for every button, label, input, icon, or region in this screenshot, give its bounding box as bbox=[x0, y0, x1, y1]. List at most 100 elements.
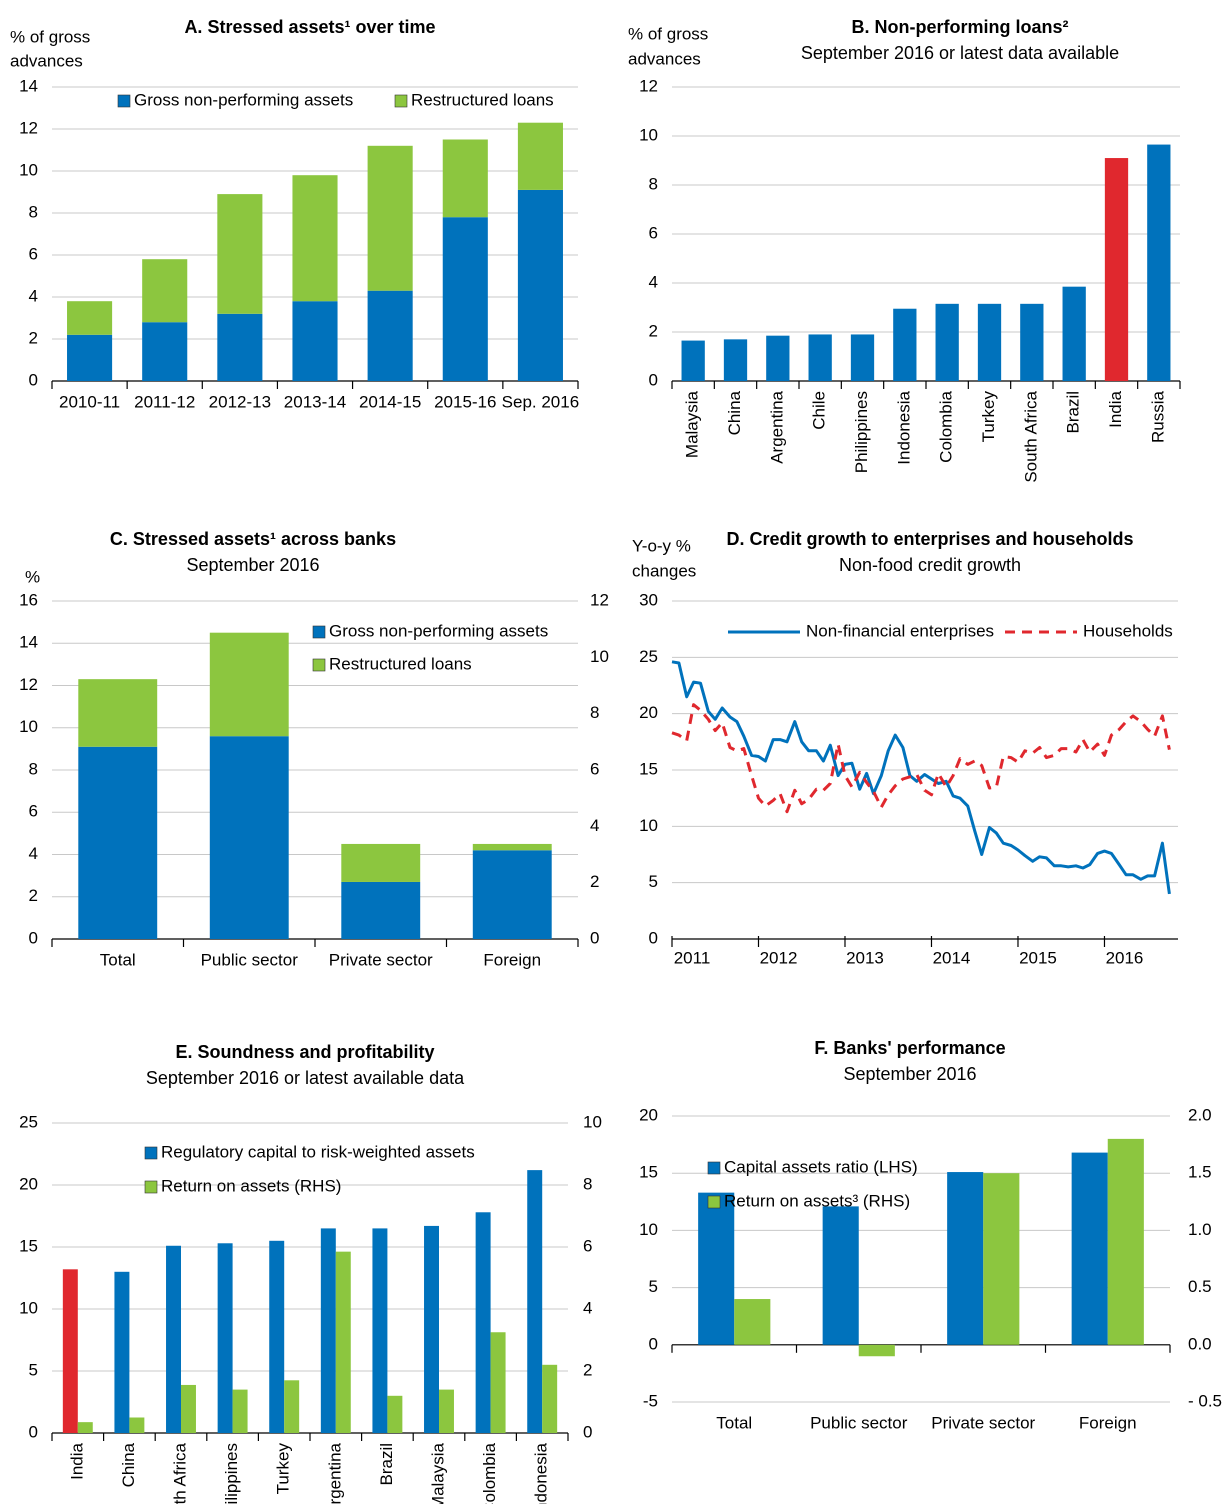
bar-segment bbox=[209, 632, 289, 737]
y-tick-label: 14 bbox=[19, 76, 38, 95]
bar bbox=[681, 340, 705, 381]
chart-title: F. Banks' performance bbox=[814, 1038, 1005, 1058]
bar bbox=[129, 1417, 145, 1433]
bar bbox=[766, 335, 790, 381]
y-tick-label: 10 bbox=[19, 717, 38, 736]
bar bbox=[850, 334, 875, 381]
chart-subtitle: Non-food credit growth bbox=[839, 555, 1021, 575]
y2-tick-label: 4 bbox=[590, 816, 599, 835]
bar-segment bbox=[78, 746, 158, 939]
bar-segment bbox=[367, 145, 413, 291]
bar bbox=[114, 1271, 130, 1433]
bar-segment bbox=[142, 259, 188, 323]
x-tick-label: 2015-16 bbox=[434, 392, 496, 411]
line-series bbox=[671, 660, 1171, 895]
bar bbox=[475, 1212, 491, 1433]
y2-tick-label: 2 bbox=[583, 1360, 592, 1379]
y-tick-label: 12 bbox=[639, 76, 658, 95]
bar-segment bbox=[217, 313, 263, 381]
bar-segment bbox=[209, 736, 289, 939]
y-tick-label: 25 bbox=[19, 1112, 38, 1131]
y2-tick-label: 6 bbox=[583, 1236, 592, 1255]
y-tick-label: 14 bbox=[19, 633, 38, 652]
bar bbox=[77, 1422, 93, 1433]
x-tick-label: Private sector bbox=[931, 1413, 1035, 1432]
x-tick-label: South Africa bbox=[1021, 390, 1040, 482]
bar-segment bbox=[442, 217, 488, 381]
y-tick-label: 4 bbox=[649, 272, 658, 291]
y-tick-label: 25 bbox=[639, 647, 658, 666]
bar-segment bbox=[142, 322, 188, 381]
bar bbox=[439, 1389, 454, 1433]
y2-tick-label: 0 bbox=[590, 928, 599, 947]
y2-tick-label: 8 bbox=[583, 1174, 592, 1193]
y-tick-label: 2 bbox=[649, 321, 658, 340]
y2-tick-label: 1.0 bbox=[1188, 1220, 1212, 1239]
y-axis-label: changes bbox=[632, 561, 696, 580]
y-tick-label: 4 bbox=[29, 286, 38, 305]
x-tick-label: Philippines bbox=[222, 1443, 241, 1504]
legend-label: Return on assets (RHS) bbox=[161, 1176, 341, 1195]
x-tick-label: Russia bbox=[1148, 390, 1167, 443]
legend-label: Restructured loans bbox=[411, 90, 554, 109]
y-tick-label: 15 bbox=[639, 1163, 658, 1182]
bar-segment bbox=[517, 122, 563, 190]
y-axis-label: advances bbox=[10, 51, 83, 70]
y2-tick-label: 12 bbox=[590, 590, 609, 609]
y-tick-label: 6 bbox=[29, 244, 38, 263]
x-tick-label: 2011 bbox=[674, 948, 711, 967]
y2-tick-label: 4 bbox=[583, 1298, 592, 1317]
x-tick-label: 2010-11 bbox=[59, 392, 120, 411]
legend-label: Households bbox=[1083, 621, 1173, 640]
bar bbox=[935, 303, 959, 381]
y-tick-label: 5 bbox=[649, 1277, 658, 1296]
y2-tick-label: 0.0 bbox=[1188, 1334, 1212, 1353]
x-tick-label: 2014-15 bbox=[359, 392, 421, 411]
legend-label: Non-financial enterprises bbox=[806, 621, 994, 640]
bar-segment bbox=[517, 189, 563, 381]
y-tick-label: 0 bbox=[29, 928, 38, 947]
x-tick-label: China bbox=[725, 390, 744, 435]
bar-segment bbox=[472, 843, 552, 851]
bar-segment bbox=[292, 301, 338, 381]
bar-segment bbox=[292, 175, 338, 302]
bar-segment bbox=[341, 881, 421, 939]
bar bbox=[1062, 286, 1086, 381]
x-tick-label: India bbox=[67, 1442, 86, 1479]
chart-subtitle: September 2016 or latest data available bbox=[801, 43, 1119, 63]
bar bbox=[490, 1332, 506, 1433]
x-tick-label: 2016 bbox=[1106, 948, 1144, 967]
legend-swatch bbox=[394, 94, 408, 108]
legend-label: Return on assets³ (RHS) bbox=[724, 1191, 910, 1210]
x-tick-label: India bbox=[1106, 390, 1125, 427]
y-tick-label: 12 bbox=[19, 675, 38, 694]
bar-segment bbox=[367, 290, 413, 381]
bar-segment bbox=[472, 850, 552, 939]
y-axis-label: Y-o-y % bbox=[632, 536, 691, 555]
y-tick-label: 30 bbox=[639, 590, 658, 609]
x-tick-label: 2012-13 bbox=[209, 392, 271, 411]
y-tick-label: 15 bbox=[19, 1236, 38, 1255]
chart-title: C. Stressed assets¹ across banks bbox=[110, 529, 396, 549]
bar bbox=[1020, 303, 1044, 381]
bar bbox=[1147, 144, 1171, 381]
bar bbox=[62, 1269, 78, 1433]
chart-subtitle: September 2016 bbox=[186, 555, 319, 575]
bar bbox=[1071, 1152, 1108, 1345]
bar bbox=[217, 1243, 233, 1433]
chart-title: B. Non-performing loans² bbox=[852, 17, 1069, 37]
chart-subtitle: September 2016 bbox=[843, 1064, 976, 1084]
bar bbox=[734, 1299, 771, 1345]
y2-tick-label: 0 bbox=[583, 1422, 592, 1441]
x-tick-label: 2013-14 bbox=[284, 392, 346, 411]
chart-title: A. Stressed assets¹ over time bbox=[184, 17, 435, 37]
x-tick-label: Malaysia bbox=[683, 390, 702, 458]
x-tick-label: Turkey bbox=[274, 1443, 293, 1495]
bar bbox=[1104, 158, 1129, 381]
y-tick-label: 10 bbox=[639, 1220, 658, 1239]
y-tick-label: 5 bbox=[649, 872, 658, 891]
y-tick-label: 8 bbox=[29, 202, 38, 221]
x-tick-label: Private sector bbox=[329, 950, 433, 969]
legend-label: Gross non-performing assets bbox=[329, 621, 548, 640]
y2-tick-label: 1.5 bbox=[1188, 1163, 1212, 1182]
